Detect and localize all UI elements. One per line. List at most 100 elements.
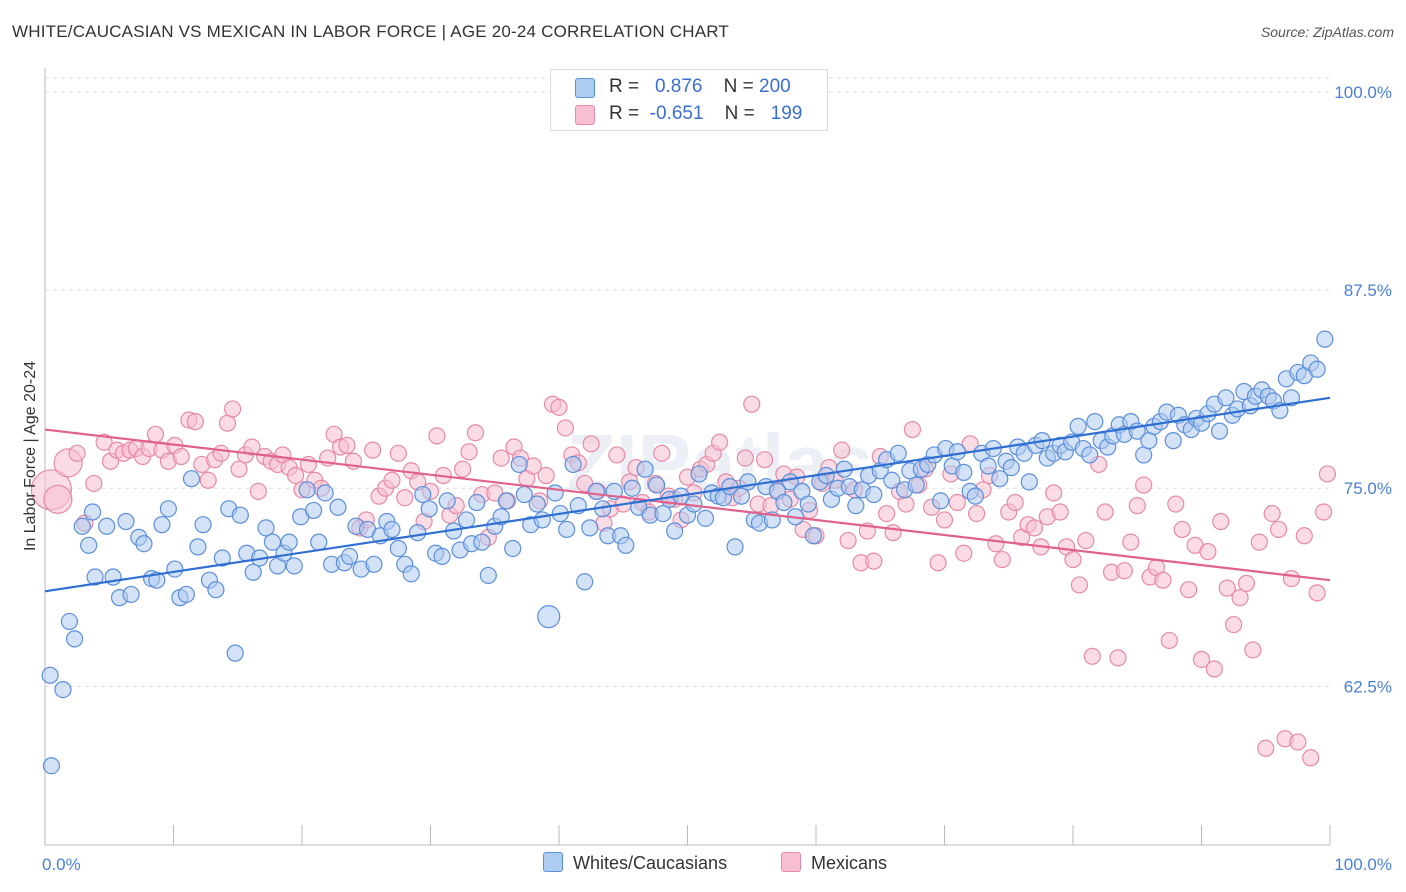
mexican-point	[955, 544, 973, 562]
white-point	[54, 680, 72, 699]
mexican-point	[224, 400, 242, 418]
r-label: R =	[609, 103, 640, 124]
white-point	[473, 533, 491, 551]
mexican-point	[1269, 520, 1288, 539]
white-point	[1282, 389, 1301, 407]
white-point	[194, 516, 212, 534]
legend-item-whites: Whites/Caucasians	[543, 852, 727, 874]
mexican-point	[608, 446, 626, 464]
blue-swatch	[575, 78, 595, 98]
white-point	[966, 487, 984, 505]
y-tick-label: 62.5%	[1344, 677, 1392, 696]
mexican-point	[743, 395, 761, 413]
mexican-point	[1225, 615, 1243, 634]
mexican-point	[1083, 647, 1101, 665]
mexican-point	[537, 466, 555, 485]
mexican-point	[1160, 631, 1178, 650]
mexican-point	[865, 552, 883, 570]
tick-labels: 62.5% 75.0% 87.5% 100.0% 0.0% 100.0% In Labor …	[22, 83, 1392, 874]
grid-lines	[45, 77, 1330, 687]
mexican-point	[389, 444, 407, 462]
mexicans-points	[30, 395, 1337, 767]
white-point	[298, 481, 316, 499]
mexican-point	[1314, 503, 1333, 521]
white-point	[409, 524, 427, 542]
white-point	[1002, 459, 1020, 477]
mexican-point	[1192, 650, 1211, 669]
r-value: -0.651	[649, 103, 704, 124]
pink-swatch	[781, 852, 801, 872]
mexican-point	[243, 438, 261, 456]
n-label: N =	[723, 76, 754, 97]
white-point	[457, 511, 476, 529]
white-point	[83, 503, 102, 521]
white-point	[340, 547, 359, 566]
r-label: R =	[609, 76, 640, 97]
white-point	[414, 485, 432, 504]
white-point	[60, 612, 79, 631]
mexican-point	[1318, 465, 1337, 483]
white-point	[533, 511, 551, 529]
mexican-point	[1295, 527, 1313, 545]
whites-points	[41, 330, 1334, 775]
x-tick-label: 0.0%	[42, 855, 81, 874]
white-point	[310, 533, 328, 551]
mexican-point	[1115, 562, 1134, 580]
white-point	[479, 566, 497, 585]
mexican-point	[550, 398, 568, 416]
white-point	[1217, 389, 1235, 407]
y-axis-label: In Labor Force | Age 20-24	[22, 361, 39, 551]
mexican-point	[199, 471, 217, 489]
mexican-point	[492, 449, 510, 467]
mexican-point	[1250, 533, 1268, 551]
legend-label-mexicans: Mexicans	[811, 853, 888, 873]
white-point	[86, 568, 104, 586]
mexican-point	[1257, 739, 1275, 757]
whites-trend-line	[44, 396, 1331, 593]
white-point	[623, 479, 641, 497]
white-point	[948, 443, 966, 461]
white-point	[182, 470, 201, 488]
mexican-point	[935, 511, 954, 529]
mexican-point	[383, 471, 401, 489]
white-point	[263, 533, 282, 551]
mexican-point	[1263, 504, 1281, 523]
white-point	[883, 471, 901, 489]
white-point	[433, 547, 451, 566]
white-point	[166, 560, 184, 578]
mexican-point	[230, 460, 248, 478]
y-tick-label: 87.5%	[1344, 281, 1392, 300]
mexican-point	[1218, 579, 1236, 597]
white-point	[907, 476, 925, 494]
legend-row-mexicans: R = -0.651 N = 199	[575, 103, 802, 127]
mexican-point	[1231, 589, 1249, 607]
white-point	[1020, 473, 1038, 491]
legend-item-mexicans: Mexicans	[781, 852, 887, 874]
white-point	[153, 516, 171, 534]
mexican-point	[556, 419, 575, 437]
source-label: Source: ZipAtlas.com	[1260, 24, 1394, 40]
correlation-legend: R = 0.876 N = 200 R = -0.651 N = 199	[550, 69, 828, 131]
mexican-point	[186, 413, 204, 431]
chart-title: WHITE/CAUCASIAN VS MEXICAN IN LABOR FORC…	[12, 22, 730, 41]
mexican-point	[338, 436, 356, 454]
white-point	[558, 520, 576, 539]
white-point	[1135, 446, 1153, 464]
mexican-point	[1173, 520, 1191, 539]
white-point	[389, 539, 407, 558]
n-value: 200	[759, 76, 791, 97]
white-point	[304, 501, 323, 520]
mexican-point	[1167, 495, 1185, 513]
white-point	[804, 527, 823, 545]
white-point	[73, 517, 91, 535]
mexican-point	[1135, 476, 1153, 494]
mexican-point	[146, 425, 165, 443]
mexican-point	[454, 460, 472, 478]
mexican-point	[1302, 749, 1320, 767]
white-point	[576, 573, 594, 591]
mexican-point	[993, 550, 1011, 569]
white-point	[492, 508, 510, 526]
white-point	[865, 485, 883, 504]
white-point	[510, 455, 528, 474]
y-tick-label: 100.0%	[1334, 83, 1392, 102]
